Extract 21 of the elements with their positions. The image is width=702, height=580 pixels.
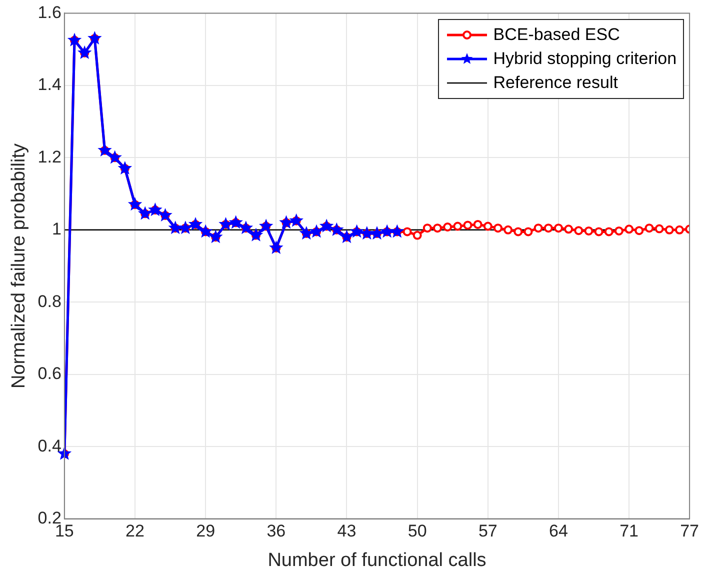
y-tick-label: 0.8 xyxy=(38,292,62,311)
x-tick-label: 36 xyxy=(266,522,286,541)
y-axis-title: Normalized failure probability xyxy=(8,143,30,388)
x-tick-label: 22 xyxy=(126,522,144,541)
x-axis-title: Number of functional calls xyxy=(268,550,486,571)
y-tick-label: 1 xyxy=(52,220,62,239)
y-tick-label: 0.4 xyxy=(38,436,62,456)
legend-label: BCE-based ESC xyxy=(493,24,620,46)
x-tick-label: 57 xyxy=(478,522,498,541)
x-tick-label: 43 xyxy=(337,522,356,541)
legend-label: Hybrid stopping criterion xyxy=(493,48,677,70)
y-tick-label: 1.6 xyxy=(38,2,62,22)
x-tick-label: 50 xyxy=(408,522,427,541)
y-tick-label: 1.2 xyxy=(38,147,62,166)
x-tick-label: 29 xyxy=(196,522,216,541)
x-tick-label: 64 xyxy=(549,522,568,541)
legend-label: Reference result xyxy=(493,72,618,94)
y-tick-label: 1.4 xyxy=(38,75,62,94)
y-tick-label: 0.6 xyxy=(38,364,62,384)
x-tick-label: 71 xyxy=(620,522,639,541)
x-tick-label: 77 xyxy=(680,522,700,541)
